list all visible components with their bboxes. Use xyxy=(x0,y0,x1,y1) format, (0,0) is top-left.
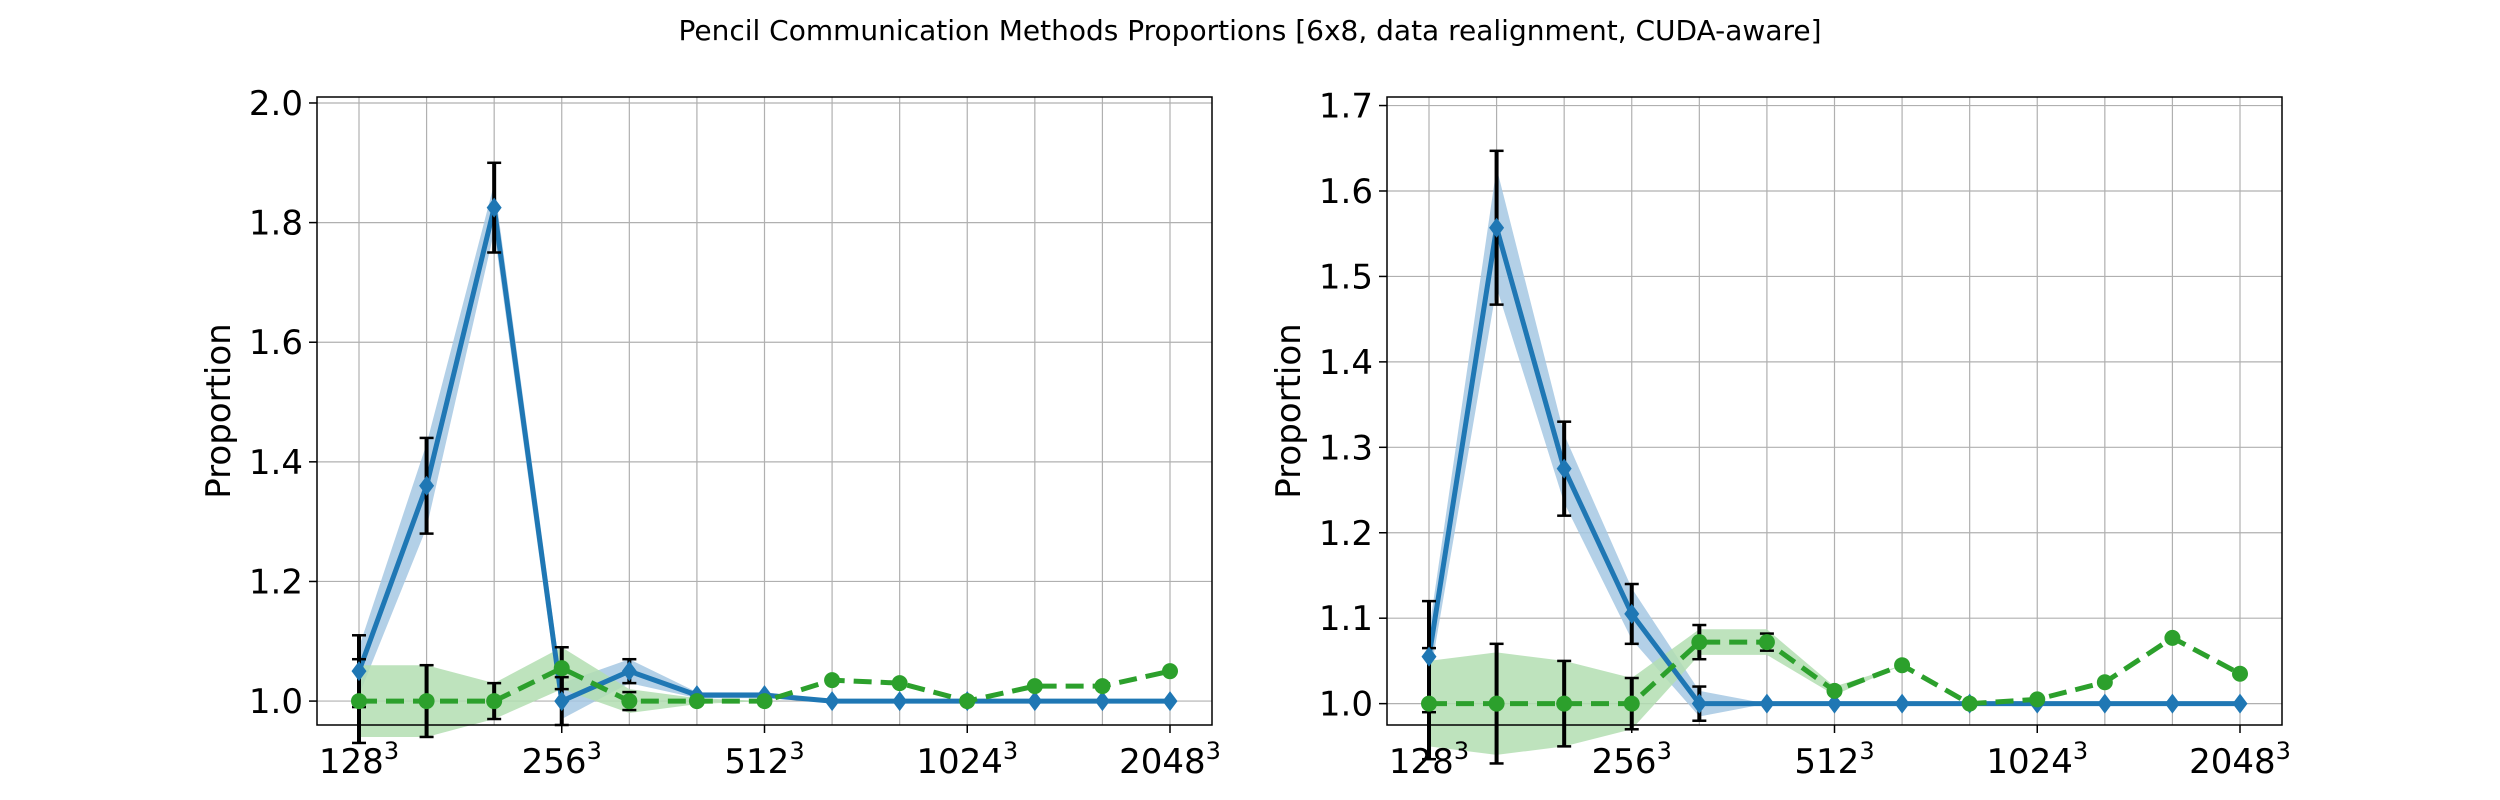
x-tick-label-base: 128 xyxy=(1389,742,1454,782)
x-tick-label-exponent: 3 xyxy=(1003,737,1018,765)
series-2-point xyxy=(1691,634,1708,651)
x-tick-label-exponent: 3 xyxy=(1859,737,1874,765)
series-1-point xyxy=(1556,458,1572,479)
series-1-point xyxy=(1894,693,1910,714)
series-1-point xyxy=(351,661,367,682)
x-tick-label-exponent: 3 xyxy=(789,737,804,765)
x-tick-label-base: 512 xyxy=(1794,742,1859,782)
series-1-point xyxy=(621,661,637,682)
series-1-point xyxy=(2164,693,2180,714)
x-tick-label: 20483 xyxy=(2189,737,2291,782)
x-tick-label: 10243 xyxy=(1986,737,2088,782)
series-2-point xyxy=(688,693,705,710)
series-2-point xyxy=(1488,695,1505,712)
y-tick-label: 1.6 xyxy=(249,323,303,363)
series-1-point xyxy=(1691,693,1707,714)
figure-title: Pencil Communication Methods Proportions… xyxy=(678,14,1821,47)
series-2-point xyxy=(1894,657,1911,674)
x-tick-label-base: 1024 xyxy=(1986,742,2073,782)
series-1-point xyxy=(1489,217,1505,238)
y-tick-label: 1.7 xyxy=(1319,87,1373,127)
x-tick-label: 1283 xyxy=(319,737,399,782)
x-tick-label-base: 256 xyxy=(522,742,587,782)
series-2-point xyxy=(621,693,638,710)
y-tick-label: 2.0 xyxy=(249,84,303,124)
series-2-point xyxy=(553,660,570,677)
x-tick-label-base: 1024 xyxy=(916,742,1003,782)
series-1-point xyxy=(1027,691,1043,712)
series-1-point xyxy=(2097,693,2113,714)
series-2-point xyxy=(1421,695,1437,712)
x-tick-label-base: 128 xyxy=(319,742,384,782)
series-2-point xyxy=(2164,629,2181,646)
x-tick-label: 1283 xyxy=(1389,737,1469,782)
series-1-point xyxy=(1759,693,1775,714)
series-1-point xyxy=(892,691,908,712)
series-2-point xyxy=(1623,695,1640,712)
y-tick-label: 1.3 xyxy=(1319,428,1373,468)
series-1-point xyxy=(1094,691,1110,712)
x-tick-label-exponent: 3 xyxy=(1206,737,1221,765)
y-tick-label: 1.8 xyxy=(249,204,303,244)
series-2-point xyxy=(1162,663,1178,680)
y-tick-label: 1.4 xyxy=(249,443,303,483)
series-1-point xyxy=(486,197,502,218)
x-tick-label-base: 512 xyxy=(724,742,789,782)
x-tick-label-base: 2048 xyxy=(2189,742,2276,782)
series-2-point xyxy=(2232,665,2248,682)
x-tick-label: 2563 xyxy=(522,737,602,782)
y-axis-label: Proportion xyxy=(199,323,239,498)
series-1-point xyxy=(1421,646,1437,667)
series-2-point xyxy=(959,693,976,710)
series-2-point xyxy=(1556,695,1573,712)
x-tick-label: 20483 xyxy=(1119,737,1221,782)
x-tick-label-exponent: 3 xyxy=(384,737,399,765)
series-2-point xyxy=(891,675,908,692)
series-1-point xyxy=(419,475,435,496)
x-tick-label-exponent: 3 xyxy=(2276,737,2291,765)
series-2-point xyxy=(1026,678,1043,695)
y-axis-label: Proportion xyxy=(1269,323,1309,498)
y-tick-label: 1.2 xyxy=(1319,514,1373,554)
series-1-point xyxy=(1624,603,1640,624)
series-2-point xyxy=(2096,674,2113,691)
x-tick-label: 5123 xyxy=(724,737,804,782)
series-2-point xyxy=(2029,691,2046,708)
series-1-point xyxy=(1827,693,1842,714)
series-1-point xyxy=(824,691,840,712)
y-tick-label: 1.2 xyxy=(249,562,303,602)
series-1-confidence-band xyxy=(1429,167,2240,717)
series-2-point xyxy=(486,693,503,710)
series-2-point xyxy=(756,693,773,710)
x-tick-label: 10243 xyxy=(916,737,1018,782)
y-tick-label: 1.4 xyxy=(1319,343,1373,383)
series-1-point xyxy=(554,691,570,712)
series-2-point xyxy=(1758,634,1775,651)
x-tick-label-exponent: 3 xyxy=(1454,737,1469,765)
x-tick-label-base: 256 xyxy=(1592,742,1657,782)
x-tick-label: 5123 xyxy=(1794,737,1874,782)
y-tick-label: 1.0 xyxy=(249,682,303,722)
x-tick-label: 2563 xyxy=(1592,737,1672,782)
y-tick-label: 1.6 xyxy=(1319,172,1373,212)
series-2-point xyxy=(1826,682,1843,699)
series-2-point xyxy=(1094,678,1111,695)
y-tick-label: 1.5 xyxy=(1319,257,1373,297)
x-tick-label-base: 2048 xyxy=(1119,742,1206,782)
x-tick-label-exponent: 3 xyxy=(1657,737,1672,765)
y-tick-label: 1.1 xyxy=(1319,599,1373,639)
x-tick-label-exponent: 3 xyxy=(2073,737,2088,765)
series-2-point xyxy=(1961,695,1978,712)
x-tick-label-exponent: 3 xyxy=(587,737,602,765)
series-1-point xyxy=(1162,691,1178,712)
series-2-point xyxy=(824,672,841,689)
series-2-point xyxy=(351,693,367,710)
y-tick-label: 1.0 xyxy=(1319,685,1373,725)
series-1-point xyxy=(2232,693,2248,714)
series-2-point xyxy=(418,693,435,710)
